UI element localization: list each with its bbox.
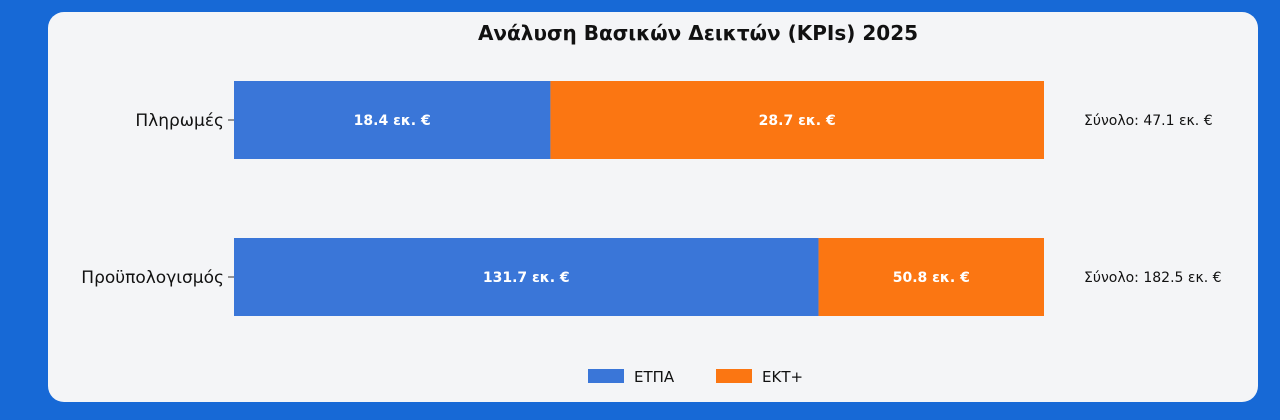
bar-segment [550,81,1044,159]
chart-card [48,12,1258,402]
chart-title: Ανάλυση Βασικών Δεικτών (KPIs) 2025 [478,21,918,45]
bar-segment [234,238,819,316]
total-label: Σύνολο: 47.1 εκ. € [1084,113,1213,129]
bar-value-label: 50.8 εκ. € [893,270,970,286]
legend-label-etpa: ΕΤΠΑ [634,368,675,386]
bar-segment [234,81,551,159]
category-label: Προϋπολογισμός [81,268,224,288]
category-label: Πληρωμές [135,111,224,131]
bar-value-label: 131.7 εκ. € [483,270,570,286]
bar-segment [818,238,1044,316]
total-label: Σύνολο: 182.5 εκ. € [1084,270,1222,286]
bar-value-label: 18.4 εκ. € [354,113,431,129]
legend-swatch-ekt [716,369,752,383]
legend-label-ekt: ΕΚΤ+ [762,368,803,386]
legend: ΕΤΠΑ ΕΚΤ+ [588,368,803,386]
bar-value-label: 28.7 εκ. € [759,113,836,129]
legend-swatch-etpa [588,369,624,383]
